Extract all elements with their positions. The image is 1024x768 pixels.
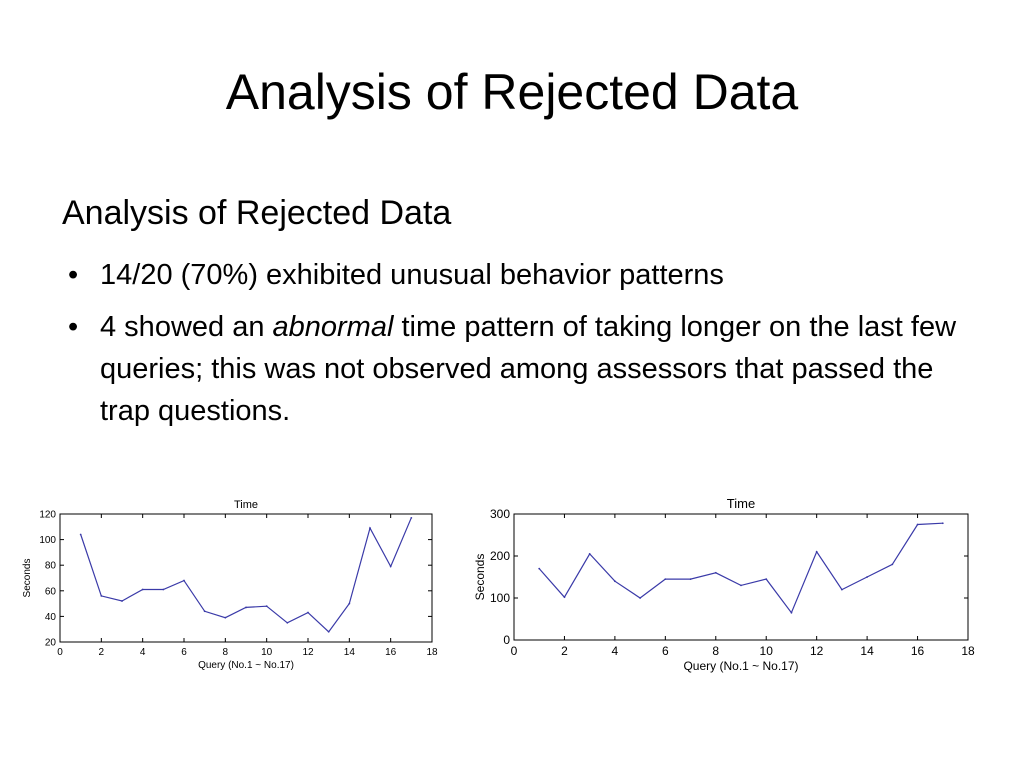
x-tick-label: 4 [612,644,619,658]
data-point [410,516,413,519]
x-tick-label: 16 [911,644,925,658]
data-point [369,527,371,529]
y-axis-label: Seconds [473,554,487,601]
x-axis-label: Query (No.1 ~ No.17) [683,659,798,673]
data-point [389,565,392,568]
chart-title: Time [727,496,755,511]
x-tick-label: 2 [561,644,568,658]
x-tick-label: 18 [426,647,438,658]
bullet-text-after: time pattern of taking longer on the las… [100,311,957,427]
y-tick-label: 100 [490,591,510,605]
y-axis-label: Seconds [22,559,33,598]
y-tick-label: 0 [503,633,510,647]
time-chart-right: 0 2 4 6 8 10 12 14 16 18 0 100 200 300 Time Query (No.1… [473,496,975,673]
x-tick-label: 6 [181,647,187,658]
x-tick-label: 12 [302,647,314,658]
data-point [790,611,793,614]
x-tick-label: 0 [57,647,63,658]
bullet-text-before: 4 showed an [100,311,273,343]
y-tick-label: 100 [39,535,56,546]
data-point [815,550,818,553]
series-line [538,522,943,614]
data-point [714,571,717,574]
data-point [891,563,894,566]
data-point [327,630,330,633]
bullet-item-2: • 4 showed an abnormal time pattern of t… [62,306,982,432]
data-point [162,588,165,591]
data-point [689,578,692,580]
data-point [563,596,566,599]
chart-title: Time [234,499,258,511]
y-tick-label: 60 [45,586,57,597]
data-point [866,576,869,578]
data-point [588,553,591,555]
data-point [121,600,123,602]
data-point [664,578,667,580]
data-point [840,588,843,591]
data-point [348,602,351,605]
x-tick-label: 10 [261,647,273,658]
y-tick-label: 200 [490,549,510,563]
series-line [80,517,412,633]
plot-frame [513,513,969,641]
bullet-dot: • [68,311,79,343]
x-tick-label: 8 [223,647,229,658]
x-axis-label: Query (No.1 ~ No.17) [198,660,294,671]
data-point [941,522,944,525]
data-point [916,523,919,526]
bullet-text: 14/20 (70%) exhibited unusual behavior p… [100,259,724,291]
data-point [141,588,144,591]
x-tick-label: 0 [511,644,518,658]
bullet-list: • 14/20 (70%) exhibited unusual behavior… [62,254,982,442]
data-point [307,611,309,614]
data-point [245,606,247,609]
x-tick-label: 4 [140,647,146,658]
data-point [183,579,185,582]
data-point [639,597,642,599]
data-point [286,621,289,624]
y-tick-label: 120 [39,510,56,521]
time-chart-left: 0 2 4 6 8 10 12 14 16 18 20 40 60 80 100 120 Time Query (… [22,499,438,671]
bullet-emphasis: abnormal [272,311,394,343]
y-tick-label: 80 [45,561,57,572]
data-point [740,584,742,587]
data-point [265,605,268,608]
y-tick-label: 300 [490,507,510,521]
data-point [613,580,616,583]
data-point [538,567,541,570]
x-tick-label: 16 [385,647,397,658]
x-tick-label: 12 [810,644,824,658]
x-tick-label: 14 [344,647,356,658]
subheading: Analysis of Rejected Data [62,194,452,232]
data-point [224,616,227,619]
y-tick-label: 40 [45,612,57,623]
plot-frame [59,513,433,643]
slide-title: Analysis of Rejected Data [225,64,799,120]
x-tick-label: 8 [712,644,719,658]
x-tick-label: 14 [860,644,874,658]
data-point [79,533,82,536]
data-point [765,578,768,580]
x-tick-label: 18 [961,644,975,658]
bullet-item-1: • 14/20 (70%) exhibited unusual behavior… [62,254,982,296]
bullet-dot: • [68,259,79,291]
x-tick-label: 6 [662,644,669,658]
x-tick-label: 10 [760,644,774,658]
data-point [203,610,206,613]
x-tick-label: 2 [99,647,105,658]
y-tick-label: 20 [45,638,57,649]
data-point [100,595,103,597]
